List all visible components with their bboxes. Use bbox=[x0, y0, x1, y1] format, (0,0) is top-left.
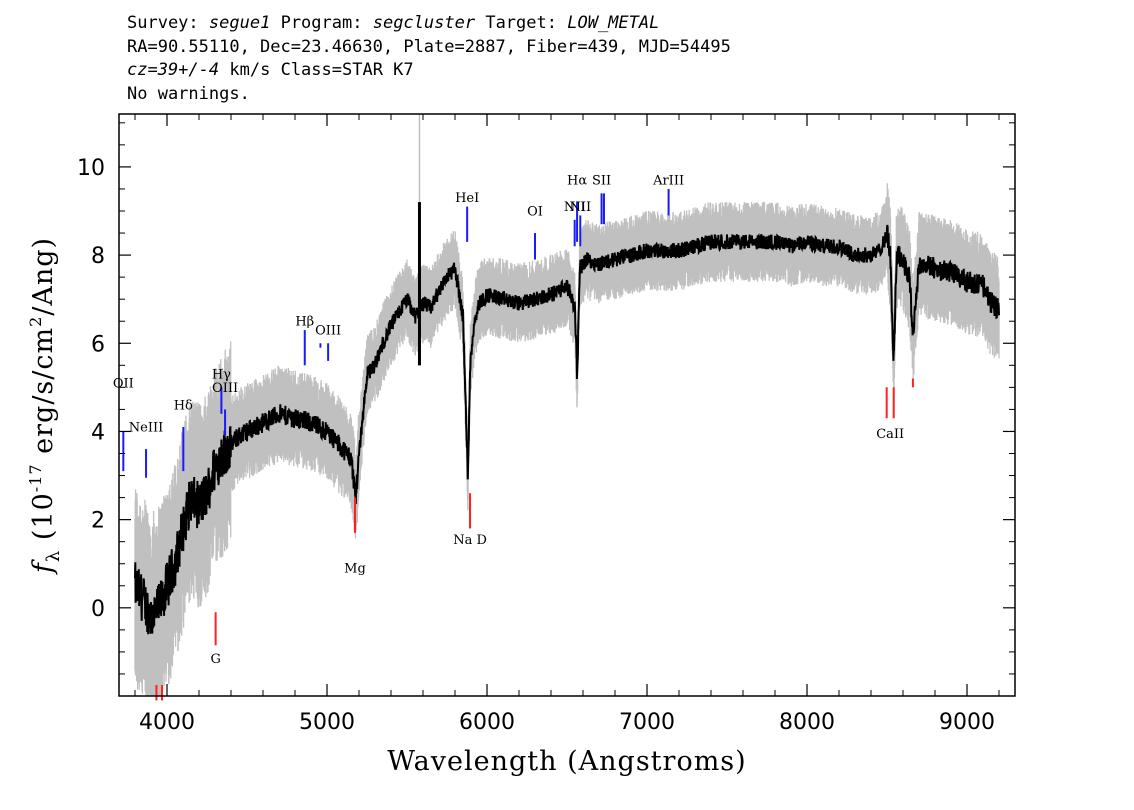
x-tick-label: 7000 bbox=[619, 710, 675, 735]
header-line-3: cz=39+/-4 km/s Class=STAR K7 bbox=[127, 59, 731, 83]
spectrum-header: Survey: segue1 Program: segcluster Targe… bbox=[127, 12, 731, 106]
axis-ticks: 4000 5000 6000 7000 8000 9000 0 2 4 6 8 10 bbox=[77, 114, 1015, 735]
class-value: Class=STAR K7 bbox=[280, 60, 414, 80]
y-tick-label: 8 bbox=[91, 244, 105, 269]
emission-line-label: HeI bbox=[455, 191, 479, 206]
header-line-2: RA=90.55110, Dec=23.46630, Plate=2887, F… bbox=[127, 36, 731, 57]
emission-line-label: SII bbox=[592, 174, 611, 189]
y-tick-label: 2 bbox=[91, 509, 105, 534]
y-tick-label: 0 bbox=[91, 597, 105, 622]
emission-line-label: Hγ bbox=[212, 368, 231, 383]
y-tick-label: 6 bbox=[91, 332, 105, 357]
emission-line-label: NeIII bbox=[129, 420, 163, 435]
emission-line-label: OII bbox=[113, 376, 134, 391]
redshift-unit: km/s bbox=[229, 60, 271, 80]
emission-line-label: NII bbox=[569, 200, 591, 215]
plot-frame bbox=[118, 113, 1016, 697]
y-tick-label: 4 bbox=[91, 420, 105, 445]
survey-value: segue1 bbox=[208, 13, 271, 33]
flux-line bbox=[134, 224, 1000, 635]
emission-line-label: OIII bbox=[315, 323, 341, 338]
x-tick-label: 6000 bbox=[459, 710, 515, 735]
header-line-4: No warnings. bbox=[127, 83, 250, 104]
target-label: Target: bbox=[485, 13, 557, 33]
absorption-line-label: Mg bbox=[344, 562, 366, 577]
absorption-line-label: CaII bbox=[876, 427, 904, 442]
emission-line-label: OIII bbox=[212, 381, 238, 396]
y-axis-label: fλ (10-17 erg/s/cm2/Ang) bbox=[26, 237, 64, 575]
x-axis-label: Wavelength (Angstroms) bbox=[387, 746, 746, 777]
x-tick-label: 8000 bbox=[779, 710, 835, 735]
target-value: LOW_METAL bbox=[567, 13, 660, 33]
x-tick-label: 4000 bbox=[139, 710, 195, 735]
emission-line-label: NII bbox=[564, 200, 586, 215]
emission-line-label: Hα bbox=[567, 174, 587, 189]
emission-line-label: Hδ bbox=[174, 398, 193, 413]
absorption-line-label: G bbox=[210, 652, 220, 667]
error-band-path bbox=[134, 183, 1000, 696]
emission-line-label: OI bbox=[527, 204, 543, 219]
program-value: segcluster bbox=[372, 13, 476, 33]
emission-line-label: Hβ bbox=[295, 315, 314, 330]
flux-series bbox=[134, 202, 1000, 635]
emission-line-label: ArIII bbox=[652, 174, 684, 189]
y-tick-label: 10 bbox=[77, 156, 105, 181]
redshift-value: cz=39+/-4 bbox=[127, 60, 220, 80]
program-label: Program: bbox=[280, 13, 363, 33]
x-tick-label: 9000 bbox=[939, 710, 995, 735]
survey-label: Survey: bbox=[127, 13, 199, 33]
x-tick-label: 5000 bbox=[299, 710, 355, 735]
absorption-line-label: Na D bbox=[453, 533, 487, 548]
header-line-1: Survey: segue1 Program: segcluster Targe… bbox=[127, 12, 731, 36]
